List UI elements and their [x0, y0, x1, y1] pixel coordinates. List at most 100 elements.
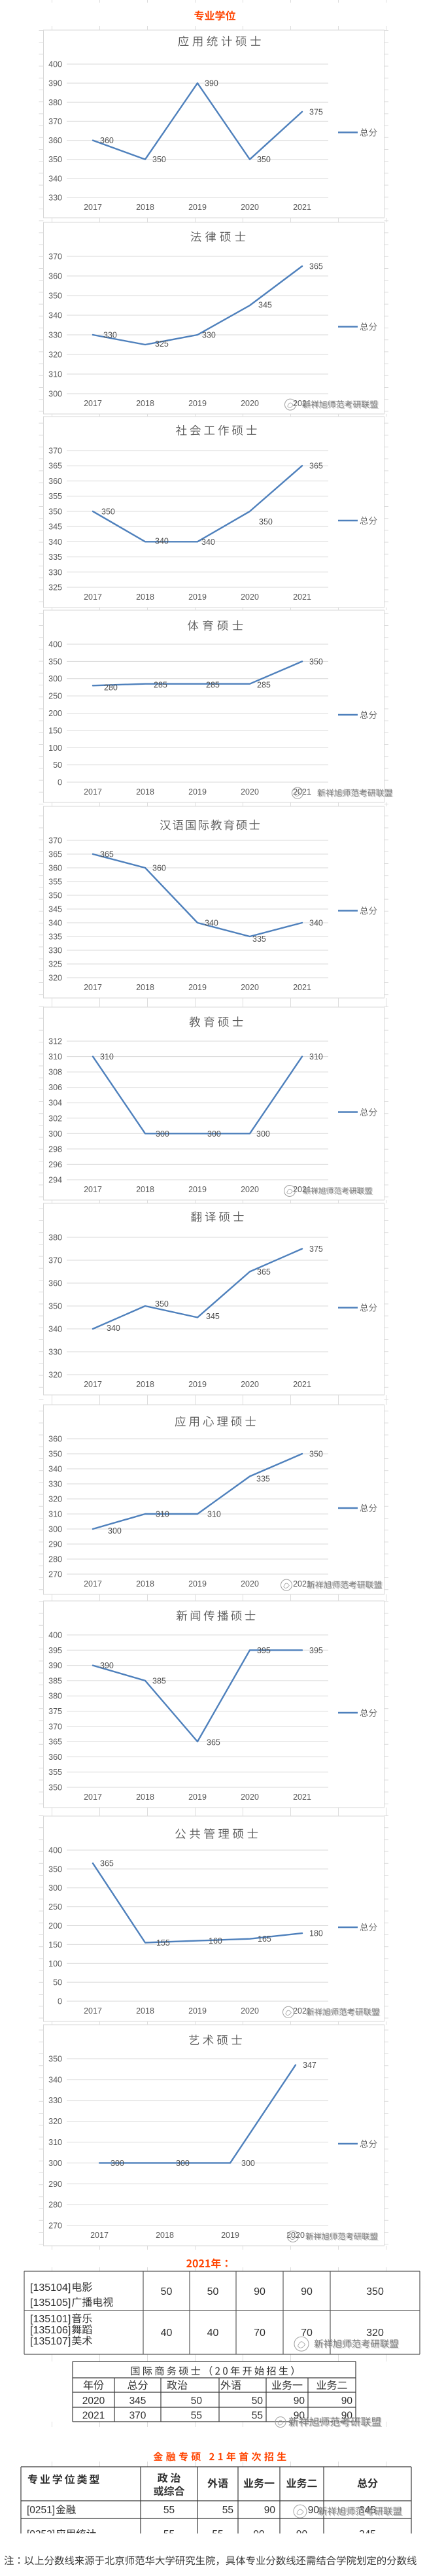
svg-text:50: 50 — [53, 1978, 62, 1987]
svg-text:330: 330 — [48, 1480, 62, 1489]
svg-text:380: 380 — [48, 1233, 62, 1243]
svg-text:310: 310 — [100, 1052, 114, 1061]
svg-text:340: 340 — [48, 919, 62, 928]
svg-text:300: 300 — [207, 1129, 221, 1139]
svg-text:350: 350 — [309, 657, 323, 666]
svg-text:350: 350 — [48, 1450, 62, 1459]
svg-text:370: 370 — [48, 1256, 62, 1265]
svg-text:325: 325 — [48, 960, 62, 969]
svg-text:2017: 2017 — [84, 787, 102, 797]
svg-text:300: 300 — [241, 2159, 255, 2168]
svg-text:300: 300 — [48, 1129, 62, 1139]
svg-text:90: 90 — [254, 2286, 265, 2297]
svg-text:380: 380 — [48, 1692, 62, 1701]
svg-text:335: 335 — [256, 1475, 270, 1484]
svg-text:294: 294 — [48, 1176, 62, 1185]
svg-text:2019: 2019 — [188, 1579, 207, 1589]
svg-text:330: 330 — [48, 194, 62, 203]
svg-text:2018: 2018 — [136, 592, 154, 602]
svg-text:55: 55 — [212, 2529, 223, 2540]
svg-text:90: 90 — [296, 2529, 308, 2540]
svg-text:55: 55 — [222, 2505, 233, 2516]
svg-text:310: 310 — [207, 1510, 221, 1519]
svg-text:330: 330 — [103, 331, 117, 340]
svg-text:2021: 2021 — [82, 2411, 105, 2422]
svg-text:285: 285 — [154, 681, 167, 690]
svg-text:90: 90 — [308, 2505, 320, 2516]
svg-text:250: 250 — [48, 1902, 62, 1912]
svg-text:[135107]: [135107] — [30, 2336, 71, 2347]
svg-text:180: 180 — [309, 1929, 323, 1938]
svg-text:280: 280 — [104, 683, 118, 692]
svg-text:370: 370 — [48, 252, 62, 262]
svg-text:395: 395 — [48, 1646, 62, 1655]
svg-text:320: 320 — [48, 1371, 62, 1380]
svg-text:350: 350 — [152, 155, 166, 164]
svg-text:2018: 2018 — [136, 1380, 154, 1389]
svg-text:2017: 2017 — [84, 592, 102, 602]
svg-text:55: 55 — [163, 2505, 175, 2516]
svg-text:365: 365 — [309, 462, 323, 471]
svg-text:[135105]: [135105] — [30, 2297, 71, 2309]
svg-text:2021: 2021 — [293, 787, 311, 797]
svg-text:300: 300 — [256, 1129, 270, 1139]
svg-text:70: 70 — [301, 2327, 313, 2339]
svg-text:310: 310 — [48, 1510, 62, 1519]
svg-text:90: 90 — [294, 2396, 305, 2407]
svg-text:2021: 2021 — [293, 203, 311, 212]
svg-text:390: 390 — [48, 1661, 62, 1670]
svg-text:340: 340 — [205, 919, 218, 928]
svg-text:0: 0 — [58, 1997, 62, 2006]
svg-text:350: 350 — [309, 1450, 323, 1459]
svg-text:2018: 2018 — [136, 399, 154, 408]
svg-text:90: 90 — [341, 2396, 353, 2407]
svg-text:2017: 2017 — [84, 1380, 102, 1389]
svg-text:2018: 2018 — [136, 1579, 154, 1589]
svg-text:325: 325 — [48, 583, 62, 592]
svg-text:2021: 2021 — [293, 1793, 311, 1802]
svg-text:320: 320 — [48, 351, 62, 360]
svg-text:370: 370 — [129, 2411, 146, 2422]
svg-text:325: 325 — [155, 339, 169, 349]
svg-text:350: 350 — [101, 507, 115, 516]
svg-text:270: 270 — [48, 1570, 62, 1579]
svg-text:285: 285 — [206, 681, 220, 690]
svg-text:350: 350 — [48, 2055, 62, 2064]
svg-text:320: 320 — [366, 2327, 384, 2339]
svg-text:345: 345 — [206, 1312, 220, 1321]
svg-text:280: 280 — [48, 2201, 62, 2210]
svg-text:370: 370 — [48, 117, 62, 126]
svg-text:150: 150 — [48, 726, 62, 735]
svg-text:365: 365 — [48, 462, 62, 471]
svg-text:365: 365 — [100, 850, 114, 859]
svg-text:375: 375 — [309, 1245, 323, 1254]
svg-text:355: 355 — [48, 492, 62, 501]
svg-text:300: 300 — [156, 1129, 169, 1139]
svg-text:347: 347 — [303, 2061, 316, 2070]
svg-text:2021: 2021 — [293, 983, 311, 992]
svg-text:335: 335 — [252, 935, 266, 944]
svg-text:2017: 2017 — [84, 203, 102, 212]
svg-text:50: 50 — [53, 761, 62, 770]
svg-text:340: 340 — [48, 2075, 62, 2084]
svg-text:2017: 2017 — [84, 2006, 102, 2016]
svg-text:40: 40 — [207, 2327, 219, 2339]
svg-text:2021: 2021 — [293, 1380, 311, 1389]
svg-text:2021: 2021 — [293, 2006, 311, 2016]
svg-text:345: 345 — [359, 2529, 376, 2540]
svg-text:312: 312 — [48, 1037, 62, 1046]
svg-text:2020: 2020 — [82, 2396, 105, 2407]
svg-text:2020: 2020 — [241, 1579, 259, 1589]
svg-text:360: 360 — [48, 1279, 62, 1288]
svg-text:340: 340 — [107, 1324, 120, 1333]
svg-text:2017: 2017 — [90, 2231, 109, 2240]
svg-text:308: 308 — [48, 1068, 62, 1077]
svg-text:155: 155 — [156, 1938, 170, 1948]
svg-text:370: 370 — [48, 1722, 62, 1731]
svg-text:300: 300 — [108, 1526, 122, 1536]
svg-text:340: 340 — [201, 538, 215, 547]
svg-text:330: 330 — [48, 2096, 62, 2105]
svg-text:300: 300 — [48, 2159, 62, 2168]
svg-text:390: 390 — [205, 79, 218, 88]
svg-text:2019: 2019 — [188, 1380, 207, 1389]
